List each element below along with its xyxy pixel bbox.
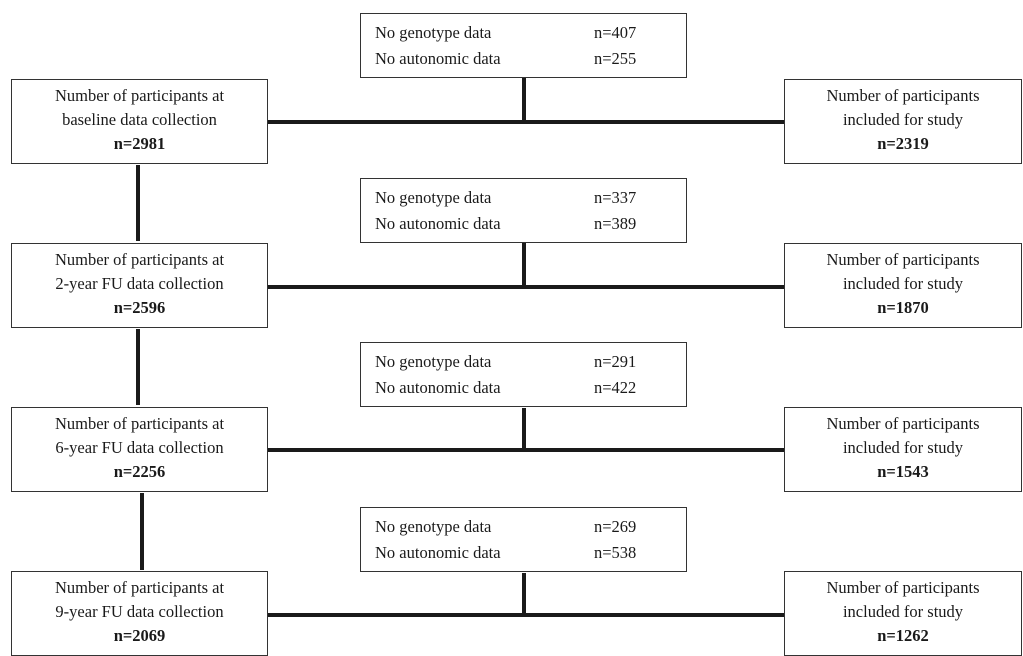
stage-3-horizontal-connector: [268, 613, 784, 617]
included-box-line-2: included for study: [842, 274, 964, 293]
stage-0-collection-box: Number of participants at baseline data …: [11, 79, 268, 164]
exclusion-count: n=389: [594, 214, 637, 233]
collection-count: n=2069: [113, 626, 166, 645]
stage-3-included-box: Number of participants included for stud…: [784, 571, 1022, 656]
collection-box-line-1: Number of participants at: [54, 250, 225, 269]
collection-box-line-1: Number of participants at: [54, 578, 225, 597]
stage-1-exclusion-connector: [522, 243, 526, 287]
collection-box-line-1: Number of participants at: [54, 86, 225, 105]
exclusion-row-autonomic: No autonomic data n=255: [361, 47, 686, 73]
stage-2-to-3-vertical-connector: [140, 493, 144, 570]
exclusion-row-autonomic: No autonomic data n=538: [361, 541, 686, 567]
included-box-line-2: included for study: [842, 438, 964, 457]
stage-3-collection-box: Number of participants at 9-year FU data…: [11, 571, 268, 656]
stage-2-exclusion-connector: [522, 408, 526, 450]
included-box-line-1: Number of participants: [826, 414, 980, 433]
stage-1-exclusion-box: No genotype data n=337 No autonomic data…: [360, 178, 687, 243]
collection-box-line-2: 6-year FU data collection: [55, 438, 224, 457]
exclusion-row-genotype: No genotype data n=291: [361, 350, 686, 376]
collection-count: n=2981: [113, 134, 166, 153]
stage-2-collection-box: Number of participants at 6-year FU data…: [11, 407, 268, 492]
included-count: n=2319: [877, 134, 929, 153]
collection-box-line-2: 9-year FU data collection: [55, 602, 224, 621]
stage-1-collection-box: Number of participants at 2-year FU data…: [11, 243, 268, 328]
stage-1-to-2-vertical-connector: [136, 329, 140, 405]
collection-count: n=2256: [113, 462, 166, 481]
stage-1-included-box: Number of participants included for stud…: [784, 243, 1022, 328]
exclusion-row-autonomic: No autonomic data n=389: [361, 212, 686, 238]
included-count: n=1262: [877, 626, 929, 645]
stage-2-exclusion-box: No genotype data n=291 No autonomic data…: [360, 342, 687, 407]
stage-0-exclusion-connector: [522, 77, 526, 122]
collection-box-line-2: 2-year FU data collection: [55, 274, 224, 293]
included-count: n=1870: [877, 298, 929, 317]
exclusion-count: n=337: [594, 188, 637, 207]
included-box-line-1: Number of participants: [826, 578, 980, 597]
included-box-line-1: Number of participants: [826, 86, 980, 105]
exclusion-count: n=538: [594, 543, 637, 562]
exclusion-count: n=407: [594, 23, 637, 42]
exclusion-count: n=269: [594, 517, 637, 536]
stage-0-to-1-vertical-connector: [136, 165, 140, 241]
collection-box-line-2: baseline data collection: [62, 110, 217, 129]
stage-0-included-box: Number of participants included for stud…: [784, 79, 1022, 164]
stage-2-included-box: Number of participants included for stud…: [784, 407, 1022, 492]
stage-0-exclusion-box: No genotype data n=407 No autonomic data…: [360, 13, 687, 78]
exclusion-row-genotype: No genotype data n=407: [361, 21, 686, 47]
exclusion-label: No autonomic data: [375, 543, 501, 562]
exclusion-row-genotype: No genotype data n=269: [361, 515, 686, 541]
exclusion-row-genotype: No genotype data n=337: [361, 186, 686, 212]
exclusion-count: n=291: [594, 352, 637, 371]
stage-3-exclusion-connector: [522, 573, 526, 615]
exclusion-label: No autonomic data: [375, 49, 501, 68]
collection-count: n=2596: [113, 298, 166, 317]
exclusion-label: No autonomic data: [375, 378, 501, 397]
stage-0-horizontal-connector: [268, 120, 784, 124]
stage-3-exclusion-box: No genotype data n=269 No autonomic data…: [360, 507, 687, 572]
collection-box-line-1: Number of participants at: [54, 414, 225, 433]
exclusion-count: n=422: [594, 378, 637, 397]
exclusion-row-autonomic: No autonomic data n=422: [361, 376, 686, 402]
included-box-line-2: included for study: [842, 110, 964, 129]
exclusion-label: No genotype data: [375, 23, 492, 42]
exclusion-label: No genotype data: [375, 188, 492, 207]
exclusion-label: No autonomic data: [375, 214, 501, 233]
exclusion-count: n=255: [594, 49, 637, 68]
included-box-line-2: included for study: [842, 602, 964, 621]
exclusion-label: No genotype data: [375, 352, 492, 371]
included-box-line-1: Number of participants: [826, 250, 980, 269]
included-count: n=1543: [877, 462, 929, 481]
exclusion-label: No genotype data: [375, 517, 492, 536]
stage-2-horizontal-connector: [268, 448, 784, 452]
stage-1-horizontal-connector: [268, 285, 784, 289]
